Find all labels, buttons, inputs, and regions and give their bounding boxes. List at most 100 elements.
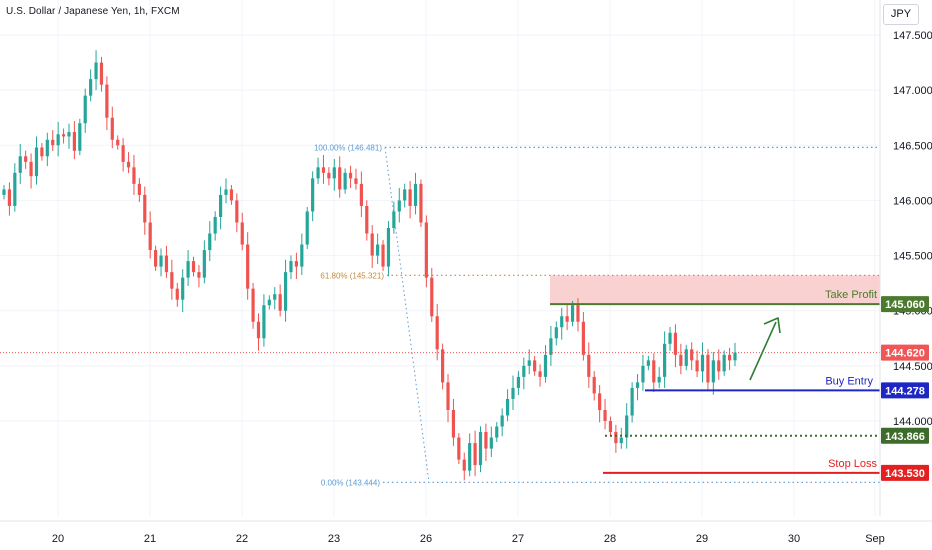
candle-body bbox=[61, 134, 66, 137]
candle-body bbox=[446, 382, 450, 410]
level-label: Stop Loss bbox=[828, 458, 877, 470]
time-tick-label: 21 bbox=[144, 533, 156, 545]
candle-body bbox=[191, 261, 196, 273]
time-tick-label: 20 bbox=[52, 533, 64, 545]
price-tick-label: 146.000 bbox=[893, 195, 932, 207]
time-tick-label: 30 bbox=[788, 533, 800, 545]
candle-body bbox=[581, 321, 585, 355]
candle-body bbox=[522, 365, 526, 377]
candle-body bbox=[338, 167, 342, 190]
candle-body bbox=[478, 432, 483, 466]
candle-body bbox=[332, 167, 336, 179]
candle-body bbox=[565, 316, 569, 322]
candle-body bbox=[451, 409, 456, 438]
last-price-badge-text: 144.620 bbox=[885, 348, 925, 360]
candle-body bbox=[343, 172, 347, 190]
candle-body bbox=[294, 261, 298, 267]
price-axis[interactable]: 147.500 147.000 146.500 146.000 145.500 145.0… bbox=[879, 0, 932, 516]
candle-body bbox=[457, 437, 461, 460]
candlesticks bbox=[2, 50, 737, 481]
time-tick-label: Sep bbox=[865, 533, 885, 545]
candle-body bbox=[516, 376, 521, 388]
candle-body bbox=[316, 167, 320, 179]
candle-body bbox=[348, 172, 353, 179]
candle-body bbox=[419, 183, 423, 223]
candle-body bbox=[321, 167, 326, 173]
candle-body bbox=[619, 437, 623, 444]
candle-body bbox=[202, 250, 206, 278]
price-badge bbox=[881, 464, 929, 481]
candle-body bbox=[72, 132, 76, 151]
candle-body bbox=[560, 316, 564, 328]
price-tick-label: 144.000 bbox=[893, 416, 932, 428]
candle-body bbox=[424, 222, 428, 278]
candle-body bbox=[235, 200, 239, 223]
price-badge-text: 143.530 bbox=[885, 468, 925, 480]
candle-body bbox=[711, 360, 715, 383]
candle-body bbox=[2, 189, 6, 195]
candle-body bbox=[598, 393, 602, 410]
arrow-head bbox=[763, 317, 781, 334]
candle-body bbox=[283, 272, 288, 311]
currency-selector-button[interactable]: JPY bbox=[883, 4, 919, 25]
candle-body bbox=[143, 194, 147, 223]
candle-body bbox=[570, 305, 575, 322]
arrow-shaft bbox=[749, 321, 777, 381]
price-badge bbox=[881, 296, 929, 313]
level-label: Buy Entry bbox=[825, 375, 873, 387]
candle-body bbox=[354, 178, 358, 184]
candle-body bbox=[365, 205, 369, 234]
candle-body bbox=[468, 443, 472, 471]
candle-body bbox=[370, 233, 374, 256]
candle-body bbox=[495, 426, 499, 438]
candle-body bbox=[229, 189, 234, 201]
time-tick-label: 29 bbox=[696, 533, 708, 545]
candle-body bbox=[94, 62, 98, 80]
time-tick-label: 26 bbox=[420, 533, 432, 545]
candle-body bbox=[18, 156, 22, 173]
candle-body bbox=[164, 255, 169, 273]
time-axis[interactable]: 20 21 22 23 26 27 28 29 30 Sep bbox=[0, 520, 932, 545]
candle-body bbox=[646, 360, 650, 366]
price-tick-label: 144.500 bbox=[893, 361, 932, 373]
candle-body bbox=[34, 147, 39, 177]
candle-body bbox=[121, 145, 125, 162]
candle-body bbox=[587, 354, 591, 377]
candle-body bbox=[213, 216, 217, 234]
candle-body bbox=[484, 432, 488, 449]
candle-body bbox=[630, 387, 634, 416]
candle-body bbox=[175, 288, 179, 300]
candle-body bbox=[608, 421, 613, 433]
candle-body bbox=[392, 211, 396, 228]
candle-body bbox=[208, 233, 212, 251]
candle-body bbox=[652, 360, 656, 383]
candle-body bbox=[56, 134, 60, 146]
candle-body bbox=[51, 139, 55, 146]
candle-body bbox=[549, 338, 553, 355]
candle-body bbox=[126, 161, 131, 168]
candle-body bbox=[695, 360, 699, 372]
candle-body bbox=[473, 443, 477, 466]
fibonacci-retracement[interactable]: 100.00% (146.481) 61.80% (145.321) 0.00% (… bbox=[314, 143, 880, 487]
candle-body bbox=[511, 387, 515, 399]
candle-body bbox=[489, 437, 493, 449]
candle-body bbox=[408, 189, 412, 206]
candle-body bbox=[441, 349, 445, 383]
candle-body bbox=[527, 360, 531, 366]
candle-body bbox=[132, 167, 136, 184]
candle-body bbox=[533, 360, 537, 372]
price-tick-label: 147.500 bbox=[893, 30, 932, 42]
candle-body bbox=[256, 321, 261, 339]
candle-body bbox=[159, 255, 163, 267]
candle-body bbox=[67, 132, 71, 137]
price-badge-text: 145.060 bbox=[885, 299, 925, 311]
candle-body bbox=[83, 95, 87, 124]
candle-body bbox=[700, 354, 705, 372]
trade-levels[interactable]: Take Profit Buy Entry Stop Loss bbox=[0, 289, 880, 474]
candle-body bbox=[181, 277, 185, 300]
candle-body bbox=[89, 79, 93, 96]
candle-body bbox=[403, 189, 407, 201]
candle-body bbox=[170, 272, 174, 289]
take-profit-zone bbox=[550, 275, 880, 305]
